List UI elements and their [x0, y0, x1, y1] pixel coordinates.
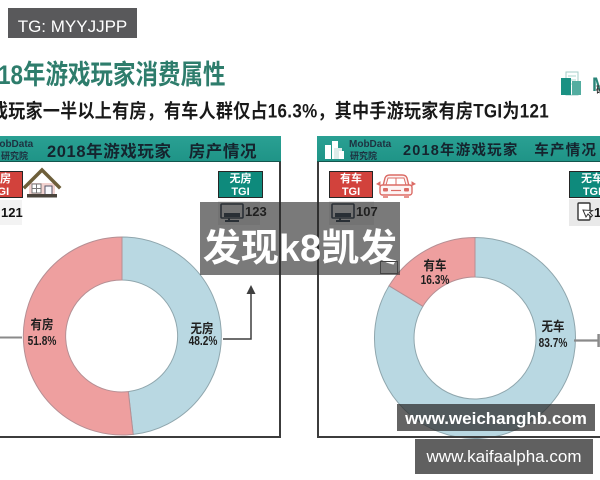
- svg-text:1: 1: [594, 205, 600, 220]
- svg-text:M: M: [592, 75, 600, 96]
